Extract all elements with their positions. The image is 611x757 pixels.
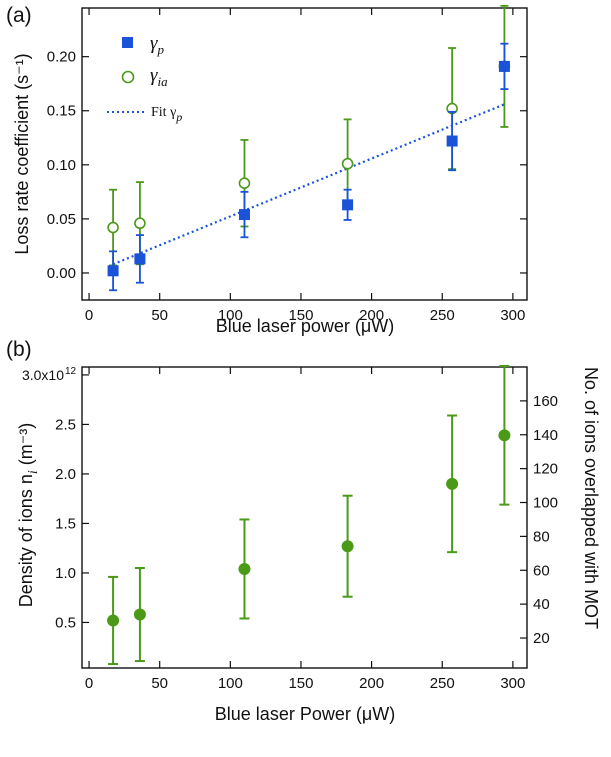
panel-b-y-tick-label: 2.5 (55, 416, 76, 433)
panel-a-fit-segment (112, 103, 505, 266)
panel-b-y-tick-label: 3.0x10 (22, 367, 64, 383)
panel-a-y-tick-label: 0.20 (47, 49, 76, 66)
panel-a-point-gamma-ia (134, 217, 146, 230)
panel-a-point-gamma-p (238, 209, 250, 221)
panel-b-y-ticks: 0.5 1.0 1.5 2.0 2.5 3.0x10 12 (22, 366, 89, 631)
panel-b-y2-tick-label: 120 (533, 461, 558, 478)
legend-gamma-ia-label: γia (150, 65, 168, 89)
panel-b-y2-tick-label: 20 (533, 630, 550, 647)
panel-b-x-tick-label: 0 (85, 675, 93, 692)
panel-a-y-label: Loss rate coefficient (s⁻¹) (12, 53, 32, 254)
panel-b-point (107, 614, 120, 627)
legend-fit-label: Fit γp (151, 105, 182, 124)
panel-a-x-ticks: 0 50 100 150 200 250 300 (85, 8, 525, 324)
panel-b-x-label: Blue laser Power (μW) (215, 704, 395, 724)
panel-a-point-gamma-p (342, 199, 354, 211)
panel-b: (b) 0 50 100 150 200 250 300 0.5 1.0 1.5 2.0 2.5 3.… (6, 338, 601, 724)
panel-b-x-tick-label: 150 (288, 675, 313, 692)
panel-a-label: (a) (6, 4, 32, 27)
panel-a-point-gamma-ia (238, 177, 251, 189)
panel-a-point-gamma-p (498, 60, 510, 72)
panel-b-y-tick-label: 1.5 (55, 515, 76, 532)
panel-b-point (498, 429, 511, 442)
panel-a-x-tick-label: 200 (359, 307, 384, 324)
panel-a: (a) 0 50 100 150 200 250 300 0.000.050.100.150… (6, 4, 528, 336)
panel-a-x-tick-label: 0 (85, 307, 93, 324)
panel-b-y-label: Density of ions ni (m⁻³) (16, 423, 41, 607)
panel-a-legend: γp γia Fit γp (107, 33, 182, 124)
panel-b-y2-tick-label: 140 (533, 427, 558, 444)
panel-b-y-tick-label: 0.5 (55, 614, 76, 631)
panel-a-point-gamma-ia (107, 221, 119, 234)
panel-a-x-tick-label: 300 (500, 307, 525, 324)
panel-b-y2-tick-label: 40 (533, 596, 550, 613)
panel-a-y-ticks: 0.00 0.05 0.10 0.15 0.20 (47, 49, 527, 282)
legend-gamma-p-label: γp (150, 33, 165, 57)
panel-a-x-tick-label: 250 (430, 307, 455, 324)
panel-b-plot-frame (81, 366, 528, 669)
panel-b-y2-tick-label: 100 (533, 495, 558, 512)
panel-a-x-tick-label: 150 (288, 307, 313, 324)
panel-a-point-gamma-ia (341, 157, 354, 170)
panel-b-x-tick-label: 300 (500, 675, 525, 692)
panel-b-point (446, 477, 459, 490)
panel-b-point (133, 608, 146, 621)
panel-b-label: (b) (6, 338, 32, 361)
panel-b-x-tick-label: 200 (359, 675, 384, 692)
panel-a-y-tick-label: 0.05 (47, 211, 76, 228)
panel-b-x-tick-label: 50 (151, 675, 168, 692)
panel-b-y-tick-label: 2.0 (55, 466, 76, 483)
panel-b-x-tick-label: 250 (430, 675, 455, 692)
panel-a-point-gamma-p (134, 253, 146, 265)
panel-a-point-gamma-p (446, 135, 458, 147)
panel-a-point-gamma-p (107, 265, 119, 277)
panel-a-x-label: Blue laser power (μW) (216, 316, 394, 336)
panel-b-point (341, 540, 354, 553)
panel-a-series (107, 4, 511, 292)
panel-b-x-tick-label: 100 (218, 675, 243, 692)
panel-b-point (238, 562, 251, 575)
panel-b-x-ticks: 0 50 100 150 200 250 300 (85, 367, 525, 692)
panel-b-y2-tick-label: 160 (533, 393, 558, 410)
panel-a-y-tick-label: 0.15 (47, 103, 76, 120)
panel-b-y2-label: No. of ions overlapped with MOT (581, 367, 601, 629)
panel-a-x-tick-label: 50 (151, 307, 168, 324)
panel-b-y2-tick-label: 80 (533, 528, 550, 545)
panel-b-y-tick-label: 1.0 (55, 565, 76, 582)
panel-a-x-tick-label: 100 (218, 307, 243, 324)
panel-a-y-tick-label: 0.10 (47, 157, 76, 174)
panel-b-series (107, 365, 511, 666)
panel-b-y-tick-exponent: 12 (65, 366, 77, 377)
panel-b-y2-ticks: 20 40 60 80 100 120 140 160 (520, 393, 558, 647)
panel-a-y-tick-label: 0.00 (47, 265, 76, 282)
panel-a-plot-frame (81, 7, 528, 301)
panel-b-y2-tick-label: 60 (533, 562, 550, 579)
panel-a-fit-line (112, 103, 505, 266)
legend-gamma-p-marker (122, 37, 133, 48)
legend-gamma-ia-marker (121, 70, 135, 84)
